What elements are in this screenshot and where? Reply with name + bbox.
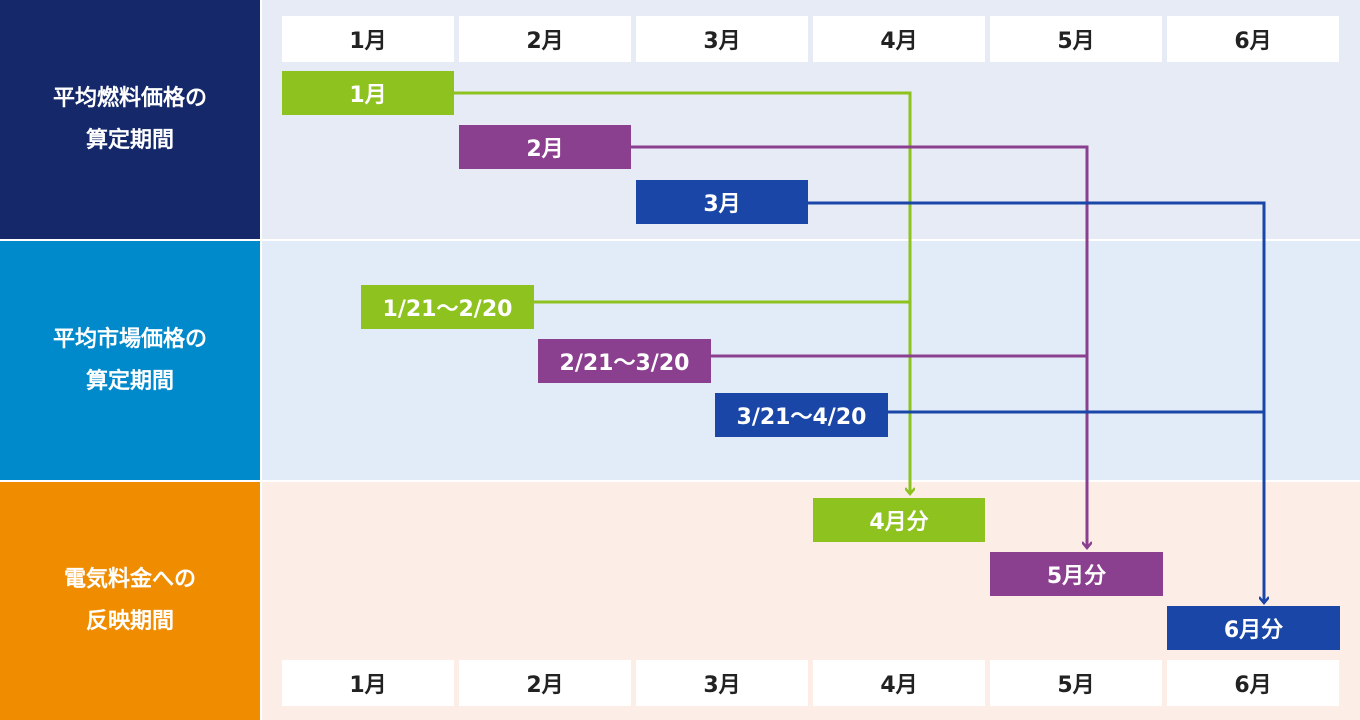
fuel-label-line1: 平均燃料価格の [52, 85, 207, 111]
top-month-3: 3月 [636, 16, 808, 62]
reflect-label-line1: 電気料金への [63, 567, 196, 592]
purple-fuel-connector [631, 145, 1087, 548]
bottom-month-4: 4月 [813, 660, 985, 706]
market-period-label: 平均市場価格の 算定期間 [0, 241, 260, 480]
fuel-bar-feb: 2月 [459, 125, 631, 169]
top-month-2: 2月 [459, 16, 631, 62]
fuel-period-label: 平均燃料価格の 算定期間 [0, 0, 260, 239]
market-label-line1: 平均市場価格の [52, 326, 207, 352]
bottom-month-5: 5月 [990, 660, 1162, 706]
blue-fuel-connector [808, 201, 1264, 603]
market-band [262, 241, 1360, 480]
top-month-1: 1月 [282, 16, 454, 62]
reflect-bar-apr: 4月分 [813, 498, 985, 542]
reflect-bar-jun: 6月分 [1167, 606, 1340, 650]
bottom-month-6: 6月 [1167, 660, 1339, 706]
reflect-label-line2: 反映期間 [85, 609, 174, 634]
fuel-bar-mar: 3月 [636, 180, 808, 224]
fuel-bar-jan: 1月 [282, 71, 454, 115]
top-month-5: 5月 [990, 16, 1162, 62]
market-label-line2: 算定期間 [85, 368, 174, 394]
green-fuel-connector [454, 91, 910, 494]
fuel-label-line2: 算定期間 [85, 127, 174, 153]
bottom-month-1: 1月 [282, 660, 454, 706]
bottom-month-2: 2月 [459, 660, 631, 706]
top-month-4: 4月 [813, 16, 985, 62]
market-bar-1: 1/21～2/20 [361, 285, 534, 329]
market-bar-3: 3/21～4/20 [715, 393, 888, 437]
bottom-month-3: 3月 [636, 660, 808, 706]
reflect-period-label: 電気料金への 反映期間 [0, 482, 260, 720]
reflect-bar-may: 5月分 [990, 552, 1163, 596]
market-bar-2: 2/21～3/20 [538, 339, 711, 383]
top-month-6: 6月 [1167, 16, 1339, 62]
